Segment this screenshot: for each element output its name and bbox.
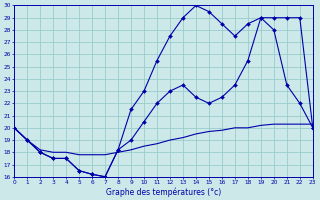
X-axis label: Graphe des températures (°c): Graphe des températures (°c) xyxy=(106,187,221,197)
